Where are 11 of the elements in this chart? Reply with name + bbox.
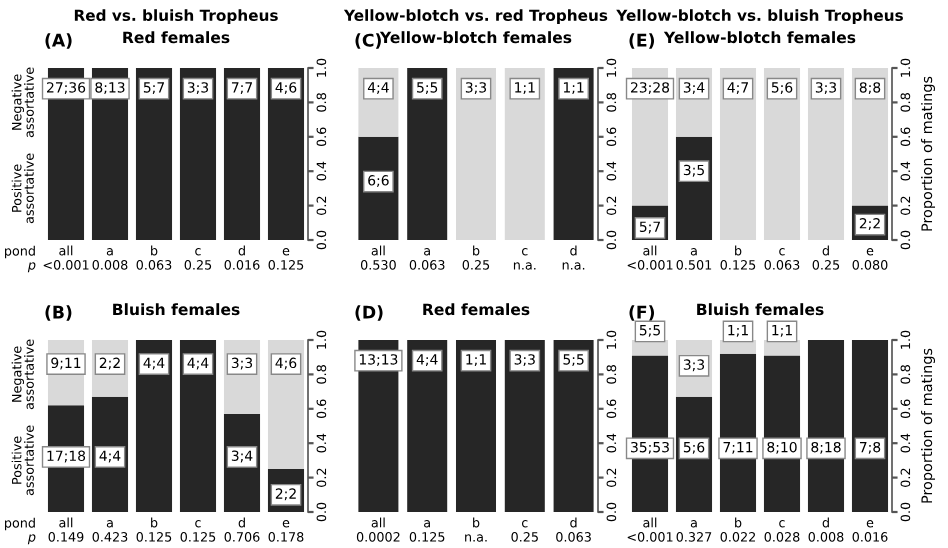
- text: (A): [45, 33, 72, 49]
- bar: [719, 68, 757, 240]
- text: (C): [355, 33, 381, 49]
- bar: [807, 68, 845, 240]
- text: (D): [355, 305, 383, 321]
- text: (B): [45, 305, 72, 321]
- bar: [135, 340, 173, 512]
- text: (F): [629, 305, 655, 321]
- text: (E): [629, 33, 655, 49]
- bar: [179, 340, 217, 512]
- bar: [763, 68, 801, 240]
